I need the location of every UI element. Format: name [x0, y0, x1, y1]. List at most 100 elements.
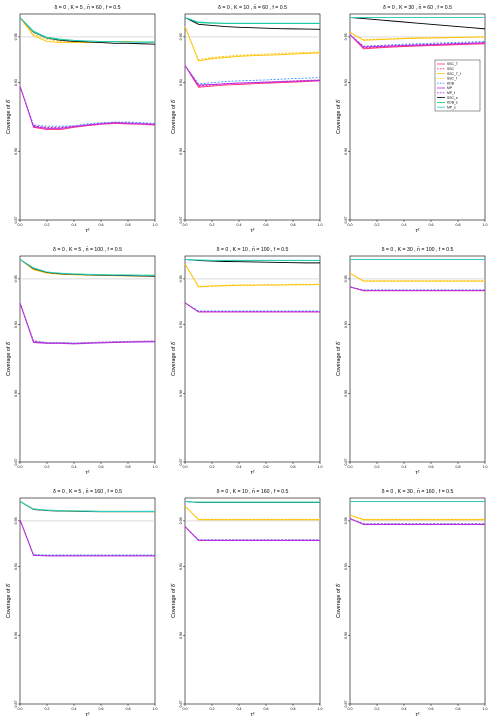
y-tick-label: 0.87 [14, 217, 18, 224]
series-line-ssc-f [349, 514, 485, 520]
x-tick-label: 1.0 [153, 465, 158, 469]
x-axis-label: τ² [416, 712, 420, 718]
chart-title: δ = 0 , K = 5 , n̄ = 100 , f = 0.5 [53, 246, 122, 253]
y-tick-label: 0.95 [179, 275, 183, 282]
y-tick-label: 0.95 [179, 517, 183, 524]
x-tick-label: 0.4 [72, 465, 77, 469]
y-tick-label: 0.90 [14, 148, 18, 155]
y-tick-label: 0.93 [14, 321, 18, 328]
series-line-ssc-s [184, 258, 320, 264]
x-axis-label: τ² [251, 228, 255, 234]
series-line-mp-s [19, 501, 155, 512]
panel-1: δ = 0 , K = 5 , n̄ = 60 , f = 0.5 0.0 0.2 0… [0, 0, 165, 242]
series-line-ssc-t [19, 302, 156, 344]
series-line-mp [349, 518, 485, 525]
x-tick-label: 0.8 [126, 707, 131, 711]
x-tick-label: 0.2 [210, 465, 215, 469]
series-line-ssc-f [184, 505, 320, 520]
x-axis-label: τ² [251, 470, 255, 476]
y-tick-label: 0.93 [179, 79, 183, 86]
series-line-mp-s [184, 258, 320, 261]
y-tick-label: 0.95 [344, 517, 348, 524]
series-line-ssc-t-f [184, 505, 320, 521]
series-line-ssc-t [349, 34, 486, 50]
series-line-mp-f [349, 34, 486, 47]
x-tick-label: 0.2 [210, 707, 215, 711]
panel-9: δ = 0 , K = 30 , n̄ = 160 , f = 0.5 0.0 0.… [330, 484, 495, 726]
y-axis-label: Coverage of δ̂ [171, 583, 177, 618]
x-tick-label: 0.8 [126, 223, 131, 227]
x-axis-label: τ² [416, 470, 420, 476]
chart-title: δ = 0 , K = 10 , n̄ = 160 , f = 0.5 [217, 488, 289, 495]
series-line-ssc-t-f [184, 26, 321, 62]
legend-label: SSC_s [447, 96, 458, 100]
series-line-mp-f [19, 302, 156, 345]
series-line-mp-f [19, 85, 156, 129]
x-tick-label: 1.0 [318, 465, 323, 469]
series-line-mp-f [19, 519, 155, 557]
series-line-ssc-t-f [349, 272, 485, 282]
x-tick-label: 1.0 [153, 223, 158, 227]
series-line-ssc-f [19, 259, 155, 277]
series-line-mp-s [184, 17, 320, 24]
plot-frame [184, 497, 321, 705]
legend-label: MP_f [447, 91, 455, 95]
plot-frame [349, 13, 486, 221]
x-tick-label: 0.6 [429, 465, 434, 469]
y-tick-label: 0.90 [344, 148, 348, 155]
y-axis-label: Coverage of δ̂ [336, 341, 342, 376]
x-tick-label: 0.2 [375, 465, 380, 469]
x-axis-label: τ² [86, 470, 90, 476]
series-line-kdb [19, 302, 156, 344]
x-tick-label: 0.4 [237, 465, 242, 469]
series-line-mp [184, 526, 320, 542]
x-tick-label: 0.6 [429, 223, 434, 227]
series-line-kdb [349, 286, 485, 291]
legend-label: SSC [447, 67, 455, 71]
x-tick-label: 0.8 [456, 223, 461, 227]
x-tick-label: 0.8 [456, 707, 461, 711]
x-tick-label: 0.0 [183, 707, 188, 711]
series-line-mp [19, 302, 156, 345]
series-line-mp-f [184, 302, 320, 313]
y-tick-label: 0.93 [344, 563, 348, 570]
series-line-ssc [184, 302, 320, 312]
y-tick-label: 0.93 [179, 321, 183, 328]
series-line-mp-f [349, 286, 485, 291]
x-tick-label: 0.8 [291, 707, 296, 711]
series-line-ssc-s [184, 17, 321, 30]
chart-5: δ = 0 , K = 10 , n̄ = 100 , f = 0.50.0 0.… [171, 246, 323, 476]
y-tick-label: 0.90 [14, 390, 18, 397]
series-line-ssc [19, 302, 156, 344]
panel-3: δ = 0 , K = 30 , n̄ = 60 , f = 0.5 0.0 0.2… [330, 0, 495, 242]
x-tick-label: 0.6 [429, 707, 434, 711]
x-tick-label: 1.0 [483, 223, 488, 227]
series-line-ssc-f [349, 272, 485, 282]
y-tick-label: 0.90 [179, 390, 183, 397]
x-tick-label: 0.8 [456, 465, 461, 469]
x-tick-label: 0.4 [237, 223, 242, 227]
y-tick-label: 0.90 [14, 632, 18, 639]
y-axis-label: Coverage of δ̂ [6, 583, 12, 618]
x-tick-label: 0.0 [18, 465, 23, 469]
x-tick-label: 0.6 [264, 707, 269, 711]
x-tick-label: 0.2 [210, 223, 215, 227]
x-tick-label: 0.8 [291, 223, 296, 227]
series-line-ssc [19, 85, 156, 128]
legend-label: SSC_T_f [447, 72, 461, 76]
x-tick-label: 1.0 [483, 465, 488, 469]
x-tick-label: 0.4 [402, 707, 407, 711]
series-line-ssc-t [19, 519, 155, 557]
chart-title: δ = 0 , K = 5 , n̄ = 60 , f = 0.5 [54, 4, 120, 11]
plot-frame [19, 497, 156, 705]
x-axis-label: τ² [86, 712, 90, 718]
series-line-kdb [19, 85, 156, 127]
series-line-ssc-t [19, 85, 156, 131]
x-tick-label: 0.0 [18, 223, 23, 227]
x-axis-label: τ² [251, 712, 255, 718]
series-line-ssc-f [184, 263, 321, 287]
y-tick-label: 0.87 [179, 701, 183, 708]
y-tick-label: 0.87 [344, 459, 348, 466]
chart-1: δ = 0 , K = 5 , n̄ = 60 , f = 0.5 0.0 0.2 0… [6, 4, 158, 234]
x-tick-label: 0.2 [45, 223, 50, 227]
